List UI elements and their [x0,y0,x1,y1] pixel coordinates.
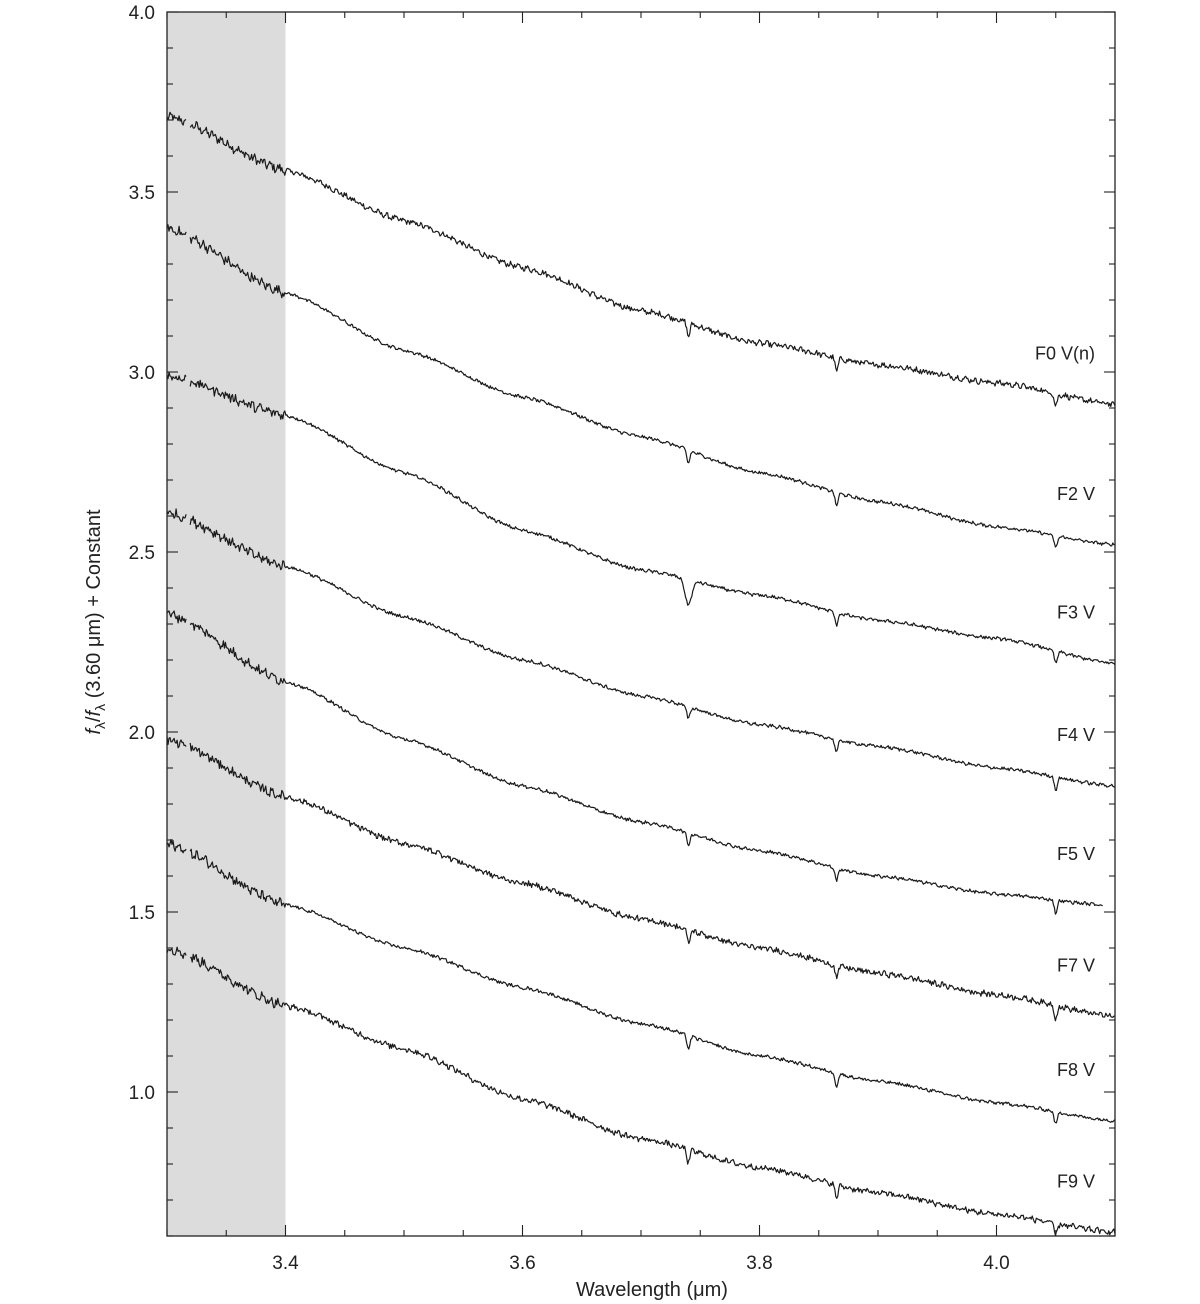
series-label: F9 V [1057,1171,1095,1191]
spectrum-line [166,736,1115,1022]
series-label: F7 V [1057,955,1095,975]
y-axis-title-rest: (3.60 μm) + Constant [83,509,105,704]
y-tick-label: 3.5 [129,183,155,204]
y-tick-label: 2.5 [129,543,155,564]
series-label: F3 V [1057,603,1095,623]
y-axis-title-slash: / [83,716,105,722]
series-group [166,111,1116,1236]
ticks-group [166,11,1116,1237]
y-axis-title: fλ/fλ (3.60 μm) + Constant [83,509,108,735]
y-axis-title-f2: f [83,708,105,716]
x-tick-label: 3.6 [509,1253,535,1274]
plot-frame [166,11,1116,1237]
y-axis-title-sub1: λ [92,722,108,729]
spectrum-line [166,371,1116,666]
x-tick-label: 3.4 [272,1253,299,1274]
y-tick-label: 3.0 [129,363,155,384]
y-axis-title-sub2: λ [92,704,108,711]
spectrum-line [166,224,1115,548]
spectrum-line [166,839,1116,1124]
labels-group: 3.4 3.6 3.8 4.0 1.0 1.5 2.0 2.5 3.0 3.5 4.0 F0 V(n)… [129,3,1095,1274]
series-label: F5 V [1057,844,1095,864]
series-label: F4 V [1057,725,1095,745]
x-tick-label: 4.0 [983,1253,1009,1274]
y-tick-label: 2.0 [129,723,155,744]
shaded-region [167,12,286,1236]
y-tick-label: 1.0 [129,1083,155,1104]
spectrum-line [166,111,1116,407]
spectrum-line [166,508,1116,791]
series-label: F2 V [1057,484,1095,504]
x-axis-title: Wavelength (μm) [576,1279,728,1301]
y-tick-label: 4.0 [129,3,155,24]
y-axis-title-f1: f [83,727,105,735]
spectrum-line [166,946,1116,1236]
spectrum-line [166,610,1103,915]
series-label: F8 V [1057,1060,1095,1080]
series-label: F0 V(n) [1035,343,1095,363]
y-tick-label: 1.5 [129,903,155,924]
x-tick-label: 3.8 [746,1253,772,1274]
